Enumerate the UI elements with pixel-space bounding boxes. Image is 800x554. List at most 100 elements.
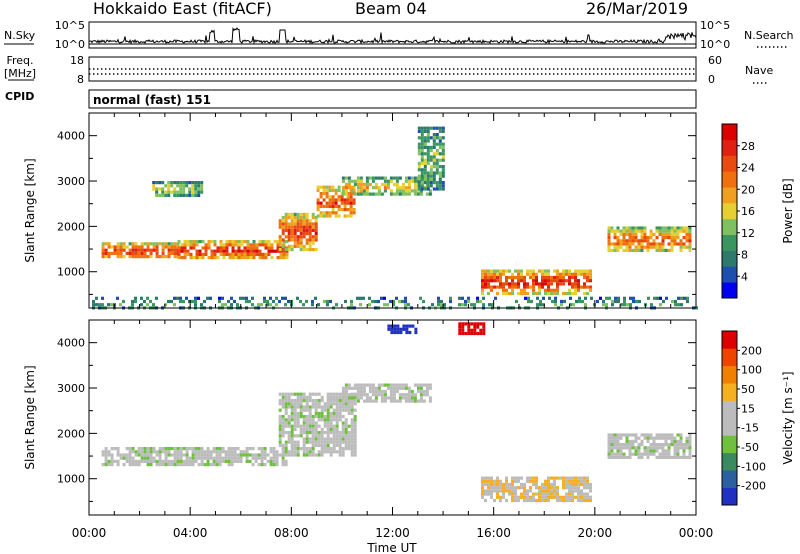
velocity-echo-cell	[131, 463, 135, 467]
power-echo-cell	[377, 186, 381, 190]
velocity-echo-cell	[299, 395, 303, 399]
velocity-echo-cell	[191, 456, 195, 460]
velocity-echo-cell	[613, 452, 617, 456]
power-echo-cell	[359, 179, 363, 183]
power-echo-cell	[343, 201, 347, 205]
power-echo-cell	[356, 176, 360, 180]
velocity-echo-cell	[239, 456, 243, 460]
power-echo-cell	[191, 193, 195, 197]
velocity-echo-cell	[499, 486, 502, 490]
power-echo-cell	[673, 229, 677, 233]
velocity-echo-cell	[511, 495, 514, 499]
velocity-echo-cell	[308, 440, 312, 444]
power-echo-cell	[536, 296, 539, 300]
power-echo-cell	[404, 179, 408, 183]
velocity-echo-cell	[332, 402, 336, 406]
power-echo-cell	[508, 269, 511, 273]
velocity-echo-cell	[392, 393, 396, 397]
power-echo-cell	[491, 303, 494, 307]
power-echo-cell	[230, 303, 233, 307]
velocity-echo-cell	[338, 411, 342, 415]
velocity-echo-cell	[311, 427, 315, 431]
velocity-echo-cell	[227, 459, 231, 463]
velocity-echo-cell	[353, 427, 357, 431]
velocity-echo-cell	[116, 450, 120, 454]
velocity-echo-cell	[209, 456, 213, 460]
velocity-echo-cell	[520, 482, 523, 487]
power-echo-cell	[284, 248, 288, 252]
power-echo-cell	[155, 248, 159, 252]
power-echo-cell	[432, 187, 436, 191]
power-echo-cell	[296, 238, 300, 242]
power-echo-cell	[568, 269, 571, 273]
velocity-echo-cell	[553, 489, 556, 493]
velocity-echo-cell	[293, 427, 297, 431]
power-echo-cell	[670, 226, 674, 230]
power-echo-cell	[377, 192, 381, 196]
power-echo-cell	[407, 303, 410, 307]
velocity-echo-cell	[547, 476, 550, 480]
velocity-echo-cell	[577, 476, 580, 480]
velocity-echo-cell	[161, 459, 165, 463]
power-echo-cell	[131, 251, 135, 255]
power-echo-cell	[227, 299, 230, 304]
velocity-echo-cell	[185, 453, 189, 457]
velocity-echo-cell	[236, 447, 240, 451]
power-echo-cell	[673, 226, 677, 230]
velocity-echo-cell	[176, 453, 180, 457]
power-echo-cell	[484, 269, 487, 273]
velocity-echo-cell	[562, 486, 565, 490]
velocity-echo-cell	[350, 396, 354, 400]
velocity-echo-cell	[496, 479, 499, 483]
power-echo-cell	[331, 211, 335, 215]
power-echo-cell	[281, 232, 285, 236]
power-echo-cell	[392, 176, 396, 180]
power-echo-cell	[656, 296, 659, 300]
velocity-echo-cell	[233, 450, 237, 454]
power-echo-cell	[331, 204, 335, 208]
velocity-colorbar-tick-label: -15	[741, 422, 759, 435]
power-echo-cell	[438, 177, 442, 181]
power-echo-cell	[482, 303, 485, 307]
velocity-echo-cell	[380, 399, 384, 403]
power-echo-cell	[305, 232, 309, 236]
power-echo-cell	[246, 256, 250, 260]
power-echo-cell	[284, 222, 288, 226]
velocity-echo-cell	[155, 463, 159, 467]
power-echo-cell	[177, 252, 181, 256]
velocity-echo-cell	[344, 389, 348, 394]
power-echo-cell	[634, 236, 638, 240]
power-echo-cell	[532, 282, 535, 286]
velocity-echo-cell	[182, 447, 186, 451]
velocity-echo-cell	[317, 418, 321, 422]
power-echo-cell	[544, 272, 547, 276]
power-echo-cell	[200, 187, 204, 191]
power-echo-cell	[429, 145, 433, 149]
power-echo-cell	[258, 240, 262, 244]
power-echo-cell	[438, 145, 442, 149]
velocity-echo-cell	[215, 447, 219, 451]
power-echo-cell	[182, 187, 186, 191]
velocity-echo-cell	[658, 455, 662, 459]
power-echo-cell	[577, 288, 580, 292]
power-echo-cell	[652, 245, 656, 249]
velocity-echo-cell	[311, 421, 315, 425]
power-echo-cell	[161, 193, 165, 197]
velocity-echo-cell	[637, 452, 641, 456]
power-echo-cell	[622, 248, 626, 252]
velocity-echo-cell	[637, 443, 641, 447]
velocity-echo-cell	[143, 447, 147, 451]
velocity-echo-cell	[299, 399, 303, 403]
velocity-echo-cell	[619, 452, 623, 456]
velocity-echo-cell	[479, 328, 483, 332]
power-echo-cell	[505, 275, 508, 280]
velocity-echo-cell	[389, 386, 393, 390]
velocity-echo-cell	[320, 450, 324, 454]
power-echo-cell	[282, 252, 286, 256]
velocity-echo-cell	[287, 450, 291, 454]
x-tick-label: 20:00	[578, 526, 613, 540]
velocity-echo-cell	[482, 328, 486, 332]
velocity-echo-cell	[565, 492, 568, 496]
velocity-echo-cell	[643, 436, 647, 440]
power-echo-cell	[481, 291, 484, 296]
